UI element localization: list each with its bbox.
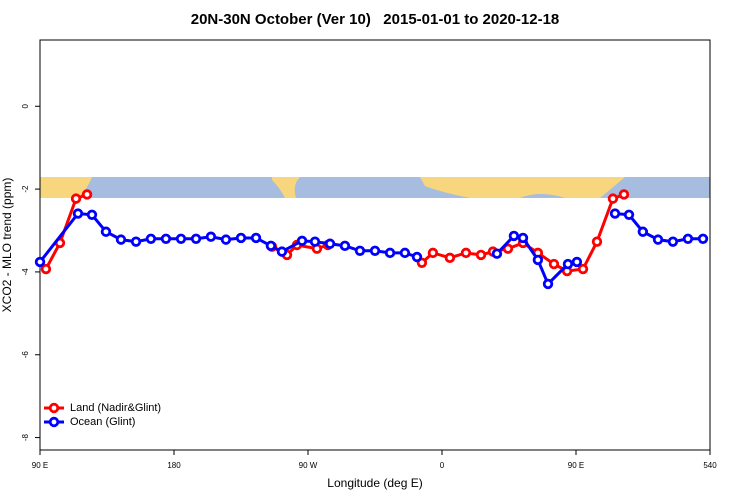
data-point bbox=[324, 238, 336, 249]
data-point bbox=[508, 230, 520, 242]
data-point bbox=[40, 263, 52, 275]
legend-marker bbox=[48, 402, 60, 414]
data-point bbox=[591, 236, 603, 247]
data-point bbox=[81, 189, 93, 200]
data-point bbox=[72, 208, 84, 219]
data-point bbox=[369, 245, 381, 256]
x-tick-label: 90 E bbox=[32, 461, 48, 470]
data-point bbox=[276, 246, 288, 257]
y-tick-label: -2 bbox=[21, 185, 30, 193]
x-tick-label: 180 bbox=[167, 461, 181, 470]
data-point bbox=[460, 247, 472, 259]
data-point bbox=[130, 236, 142, 247]
data-point bbox=[265, 240, 277, 252]
legend-marker bbox=[48, 416, 60, 428]
data-point bbox=[502, 243, 514, 254]
data-point bbox=[309, 236, 321, 247]
plot-frame bbox=[39, 39, 711, 451]
data-point bbox=[384, 247, 396, 259]
data-point bbox=[491, 248, 503, 259]
data-point bbox=[542, 278, 554, 290]
x-tick-label: 540 bbox=[703, 461, 717, 470]
map-strip bbox=[40, 177, 710, 198]
data-point bbox=[220, 234, 232, 245]
y-tick-label: -4 bbox=[21, 268, 30, 276]
data-point bbox=[577, 263, 589, 275]
data-point bbox=[70, 193, 82, 204]
y-axis-label: XCO2 - MLO trend (ppm) bbox=[0, 178, 14, 313]
data-point bbox=[86, 209, 98, 220]
data-point bbox=[100, 226, 112, 237]
x-tick-label: 90 E bbox=[568, 461, 584, 470]
data-point bbox=[175, 233, 187, 244]
data-point bbox=[571, 256, 583, 268]
data-point bbox=[115, 234, 127, 245]
data-point bbox=[532, 254, 544, 266]
data-point bbox=[354, 245, 366, 256]
data-point bbox=[667, 236, 679, 247]
data-point bbox=[562, 258, 574, 270]
y-tick-label: 0 bbox=[21, 103, 30, 108]
data-point bbox=[250, 232, 262, 244]
data-point bbox=[145, 233, 157, 244]
data-point bbox=[296, 235, 308, 247]
data-point bbox=[475, 249, 487, 261]
data-point bbox=[190, 233, 202, 244]
data-point bbox=[339, 240, 351, 252]
data-point bbox=[235, 232, 247, 244]
chart-title: 20N-30N October (Ver 10) 2015-01-01 to 2… bbox=[191, 11, 560, 28]
x-tick-label: 0 bbox=[440, 461, 445, 470]
data-point bbox=[548, 258, 560, 270]
data-point bbox=[411, 251, 423, 263]
data-point bbox=[160, 233, 172, 244]
data-point bbox=[609, 208, 621, 219]
data-point bbox=[623, 209, 635, 220]
data-point bbox=[697, 233, 709, 244]
legend-label: Land (Nadir&Glint) bbox=[70, 402, 161, 414]
data-point bbox=[637, 226, 649, 237]
data-point bbox=[205, 231, 217, 242]
data-point bbox=[607, 193, 619, 204]
y-tick-label: -8 bbox=[21, 433, 30, 441]
data-point bbox=[427, 247, 439, 259]
data-point bbox=[652, 234, 664, 245]
legend-label: Ocean (Glint) bbox=[70, 416, 135, 428]
data-point bbox=[444, 252, 456, 264]
data-point bbox=[517, 232, 529, 244]
data-point bbox=[618, 189, 630, 200]
data-point bbox=[34, 256, 46, 268]
x-tick-label: 90 W bbox=[299, 461, 318, 470]
data-point bbox=[399, 247, 411, 259]
y-tick-label: -6 bbox=[21, 351, 30, 359]
x-axis-label: Longitude (deg E) bbox=[327, 476, 422, 490]
data-point bbox=[682, 233, 694, 244]
